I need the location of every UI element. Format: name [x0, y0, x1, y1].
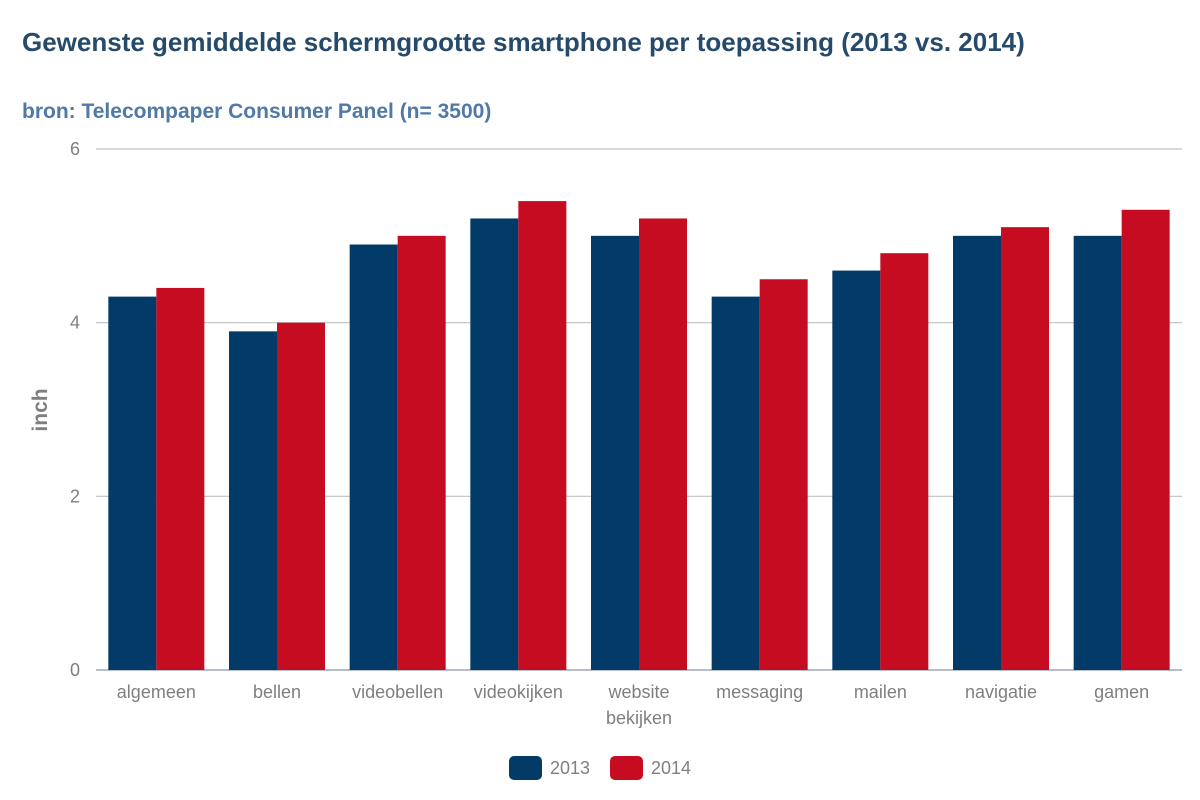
bar-2014-0	[156, 287, 205, 670]
bar-2014-5	[759, 279, 808, 670]
bar-2014-1	[277, 322, 325, 670]
legend-label-2013: 2013	[549, 757, 590, 778]
x-tick-label: bellen	[253, 682, 301, 702]
x-tick-label: website	[607, 682, 669, 702]
bar-2014-3	[518, 201, 567, 670]
x-tick-label: bekijken	[606, 708, 672, 728]
bar-2013-6	[832, 270, 881, 670]
bar-2014-4	[639, 218, 687, 670]
y-tick-label: 2	[70, 486, 80, 506]
x-tick-label: messaging	[716, 682, 803, 702]
legend-item-2014[interactable]: 2014	[610, 756, 691, 780]
y-axis-label: inch	[29, 388, 52, 431]
y-tick-label: 0	[70, 660, 80, 680]
x-tick-label: gamen	[1094, 682, 1149, 702]
bar-2014-2	[397, 235, 446, 671]
x-tick-label: mailen	[854, 682, 907, 702]
legend-swatch-2013	[508, 756, 542, 780]
bar-2013-5	[711, 296, 760, 670]
bar-2013-1	[229, 331, 277, 670]
legend-label-2014: 2014	[651, 757, 692, 778]
bar-2014-6	[880, 253, 929, 670]
bar-2013-7	[953, 235, 1001, 671]
bar-2013-3	[470, 218, 519, 670]
bar-2013-2	[349, 244, 398, 670]
bar-2013-4	[591, 235, 639, 671]
chart-title: Gewenste gemiddelde schermgrootte smartp…	[22, 27, 1025, 57]
x-tick-label: videobellen	[352, 682, 443, 702]
legend-swatch-2014	[610, 756, 643, 780]
chart-subtitle: bron: Telecompaper Consumer Panel (n= 35…	[22, 100, 492, 123]
x-tick-label: navigatie	[965, 682, 1037, 702]
y-tick-label: 6	[70, 139, 80, 159]
y-tick-label: 4	[70, 313, 80, 333]
x-tick-label: videokijken	[474, 682, 563, 702]
bar-2014-7	[1001, 227, 1049, 670]
bar-2013-8	[1073, 235, 1122, 671]
legend-item-2013[interactable]: 2013	[508, 756, 590, 780]
bar-2013-0	[108, 296, 157, 670]
legend: 2013 2014	[0, 756, 1200, 780]
bar-2014-8	[1121, 209, 1170, 671]
x-tick-label: algemeen	[117, 682, 196, 702]
